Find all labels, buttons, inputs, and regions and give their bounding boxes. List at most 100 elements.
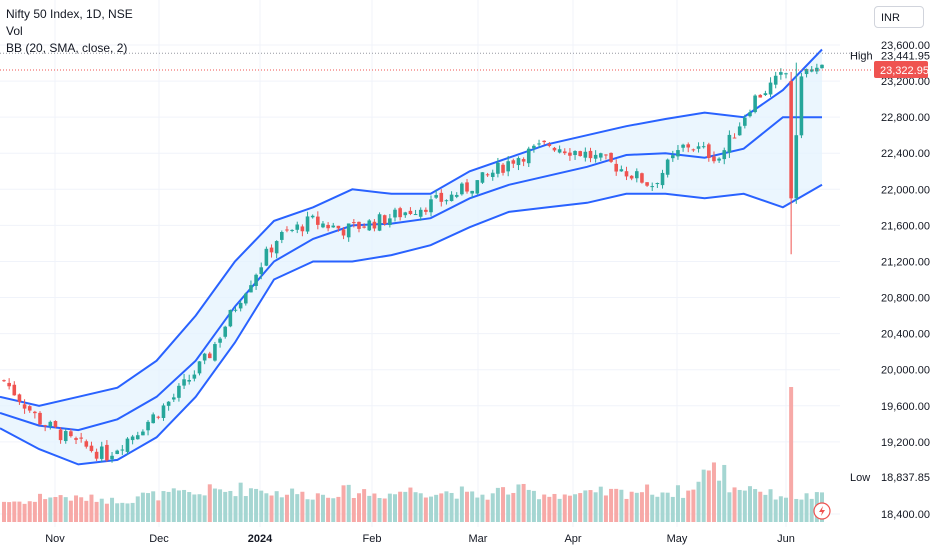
volume-bar	[187, 492, 192, 522]
candle-body	[161, 405, 166, 418]
candle-body	[249, 285, 253, 293]
candle-body	[243, 293, 248, 304]
lower-band-line	[0, 183, 823, 466]
volume-bar	[120, 502, 125, 522]
candle-body	[701, 146, 706, 148]
volume-bar	[475, 497, 480, 522]
y-tick-label: 19,600.00	[881, 401, 930, 413]
candle-body	[352, 222, 356, 224]
candle-body	[526, 148, 531, 164]
volume-bar	[351, 497, 356, 522]
volume-bar	[408, 487, 413, 522]
volume-bar	[727, 492, 732, 522]
candle-body	[238, 302, 243, 309]
candle-body	[33, 411, 37, 414]
bb-legend[interactable]: BB (20, SMA, close, 2)	[6, 41, 128, 55]
chart-legend: Nifty 50 Index, 1D, NSE Vol BB (20, SMA,…	[6, 6, 133, 57]
candle-body	[357, 221, 361, 229]
volume-bar	[691, 489, 696, 522]
volume-bar	[233, 496, 238, 522]
candle-body	[171, 397, 176, 400]
candle-body	[213, 344, 217, 361]
volume-bar	[290, 488, 295, 522]
volume-bar	[609, 488, 614, 522]
volume-bar	[598, 486, 603, 522]
volume-bar	[537, 499, 542, 522]
volume-bar	[346, 484, 351, 522]
candle-body	[290, 229, 294, 231]
candle-body	[382, 215, 387, 224]
volume-bar	[43, 499, 48, 522]
volume-bar	[202, 495, 207, 522]
volume-bar	[84, 500, 89, 522]
candle-body	[177, 385, 181, 398]
volume-bar	[279, 497, 284, 522]
candle-body	[346, 223, 351, 238]
candle-body	[789, 81, 793, 199]
candle-body	[135, 435, 140, 440]
candle-body	[38, 412, 42, 425]
volume-bar	[156, 500, 161, 522]
volume-bar	[465, 491, 470, 522]
candle-body	[809, 69, 814, 72]
volume-bar	[197, 494, 202, 522]
candle-body	[316, 216, 320, 225]
candle-body	[280, 232, 284, 240]
volume-bar	[588, 490, 593, 522]
x-tick-label: Dec	[149, 533, 169, 545]
volume-bar	[125, 503, 130, 522]
volume-bar	[495, 487, 500, 522]
candle-body	[743, 117, 747, 126]
volume-bar	[645, 484, 650, 522]
volume-bar	[696, 481, 701, 522]
y-tick-label: 21,200.00	[881, 256, 930, 268]
volume-bar	[660, 492, 665, 522]
volume-bar	[804, 493, 809, 522]
volume-bar	[22, 503, 27, 522]
candle-body	[521, 159, 526, 162]
price-axis[interactable]: 23,600.00 23,200.00 22,800.00 22,400.00 22,0…	[881, 40, 930, 521]
volume-bar	[506, 494, 511, 522]
currency-selector[interactable]: INR	[874, 6, 924, 28]
candle-body	[12, 384, 17, 396]
candle-body	[671, 155, 675, 159]
volume-bar	[264, 493, 269, 522]
time-axis[interactable]: Nov Dec 2024 Feb Mar Apr May Jun	[45, 533, 795, 545]
symbol-title[interactable]: Nifty 50 Index, 1D, NSE	[6, 7, 133, 21]
candle-body	[439, 192, 444, 202]
candle-body	[753, 95, 757, 113]
volume-bar	[17, 501, 22, 522]
x-tick-label: Apr	[564, 533, 581, 545]
candle-body	[367, 220, 372, 231]
volume-bar	[655, 496, 660, 522]
volume-bar	[161, 491, 166, 522]
volume-bar	[675, 485, 680, 522]
candle-body	[537, 143, 541, 145]
candle-body	[7, 382, 11, 387]
candle-body	[2, 380, 6, 382]
y-tick-label: 19,200.00	[881, 437, 930, 449]
lightning-icon[interactable]	[813, 502, 831, 520]
volume-bar	[429, 496, 434, 522]
volume-bar	[593, 492, 598, 522]
volume-bar	[12, 501, 17, 522]
candle-body	[434, 195, 438, 198]
candle-body	[583, 151, 588, 158]
volume-bar	[706, 470, 711, 522]
volume-bar	[434, 494, 439, 522]
volume-bar	[269, 495, 274, 522]
candle-body	[748, 112, 752, 117]
candle-body	[120, 449, 125, 451]
volume-bar	[99, 498, 104, 522]
volume-bar	[32, 501, 37, 522]
candle-body	[650, 186, 655, 188]
volume-legend[interactable]: Vol	[6, 24, 23, 38]
candle-body	[624, 171, 629, 177]
last-price-tag	[874, 60, 928, 78]
volume-bar	[218, 489, 223, 522]
candle-body	[105, 444, 109, 461]
volume-bar	[387, 493, 392, 522]
candle-body	[269, 247, 274, 253]
candle-body	[763, 93, 768, 96]
